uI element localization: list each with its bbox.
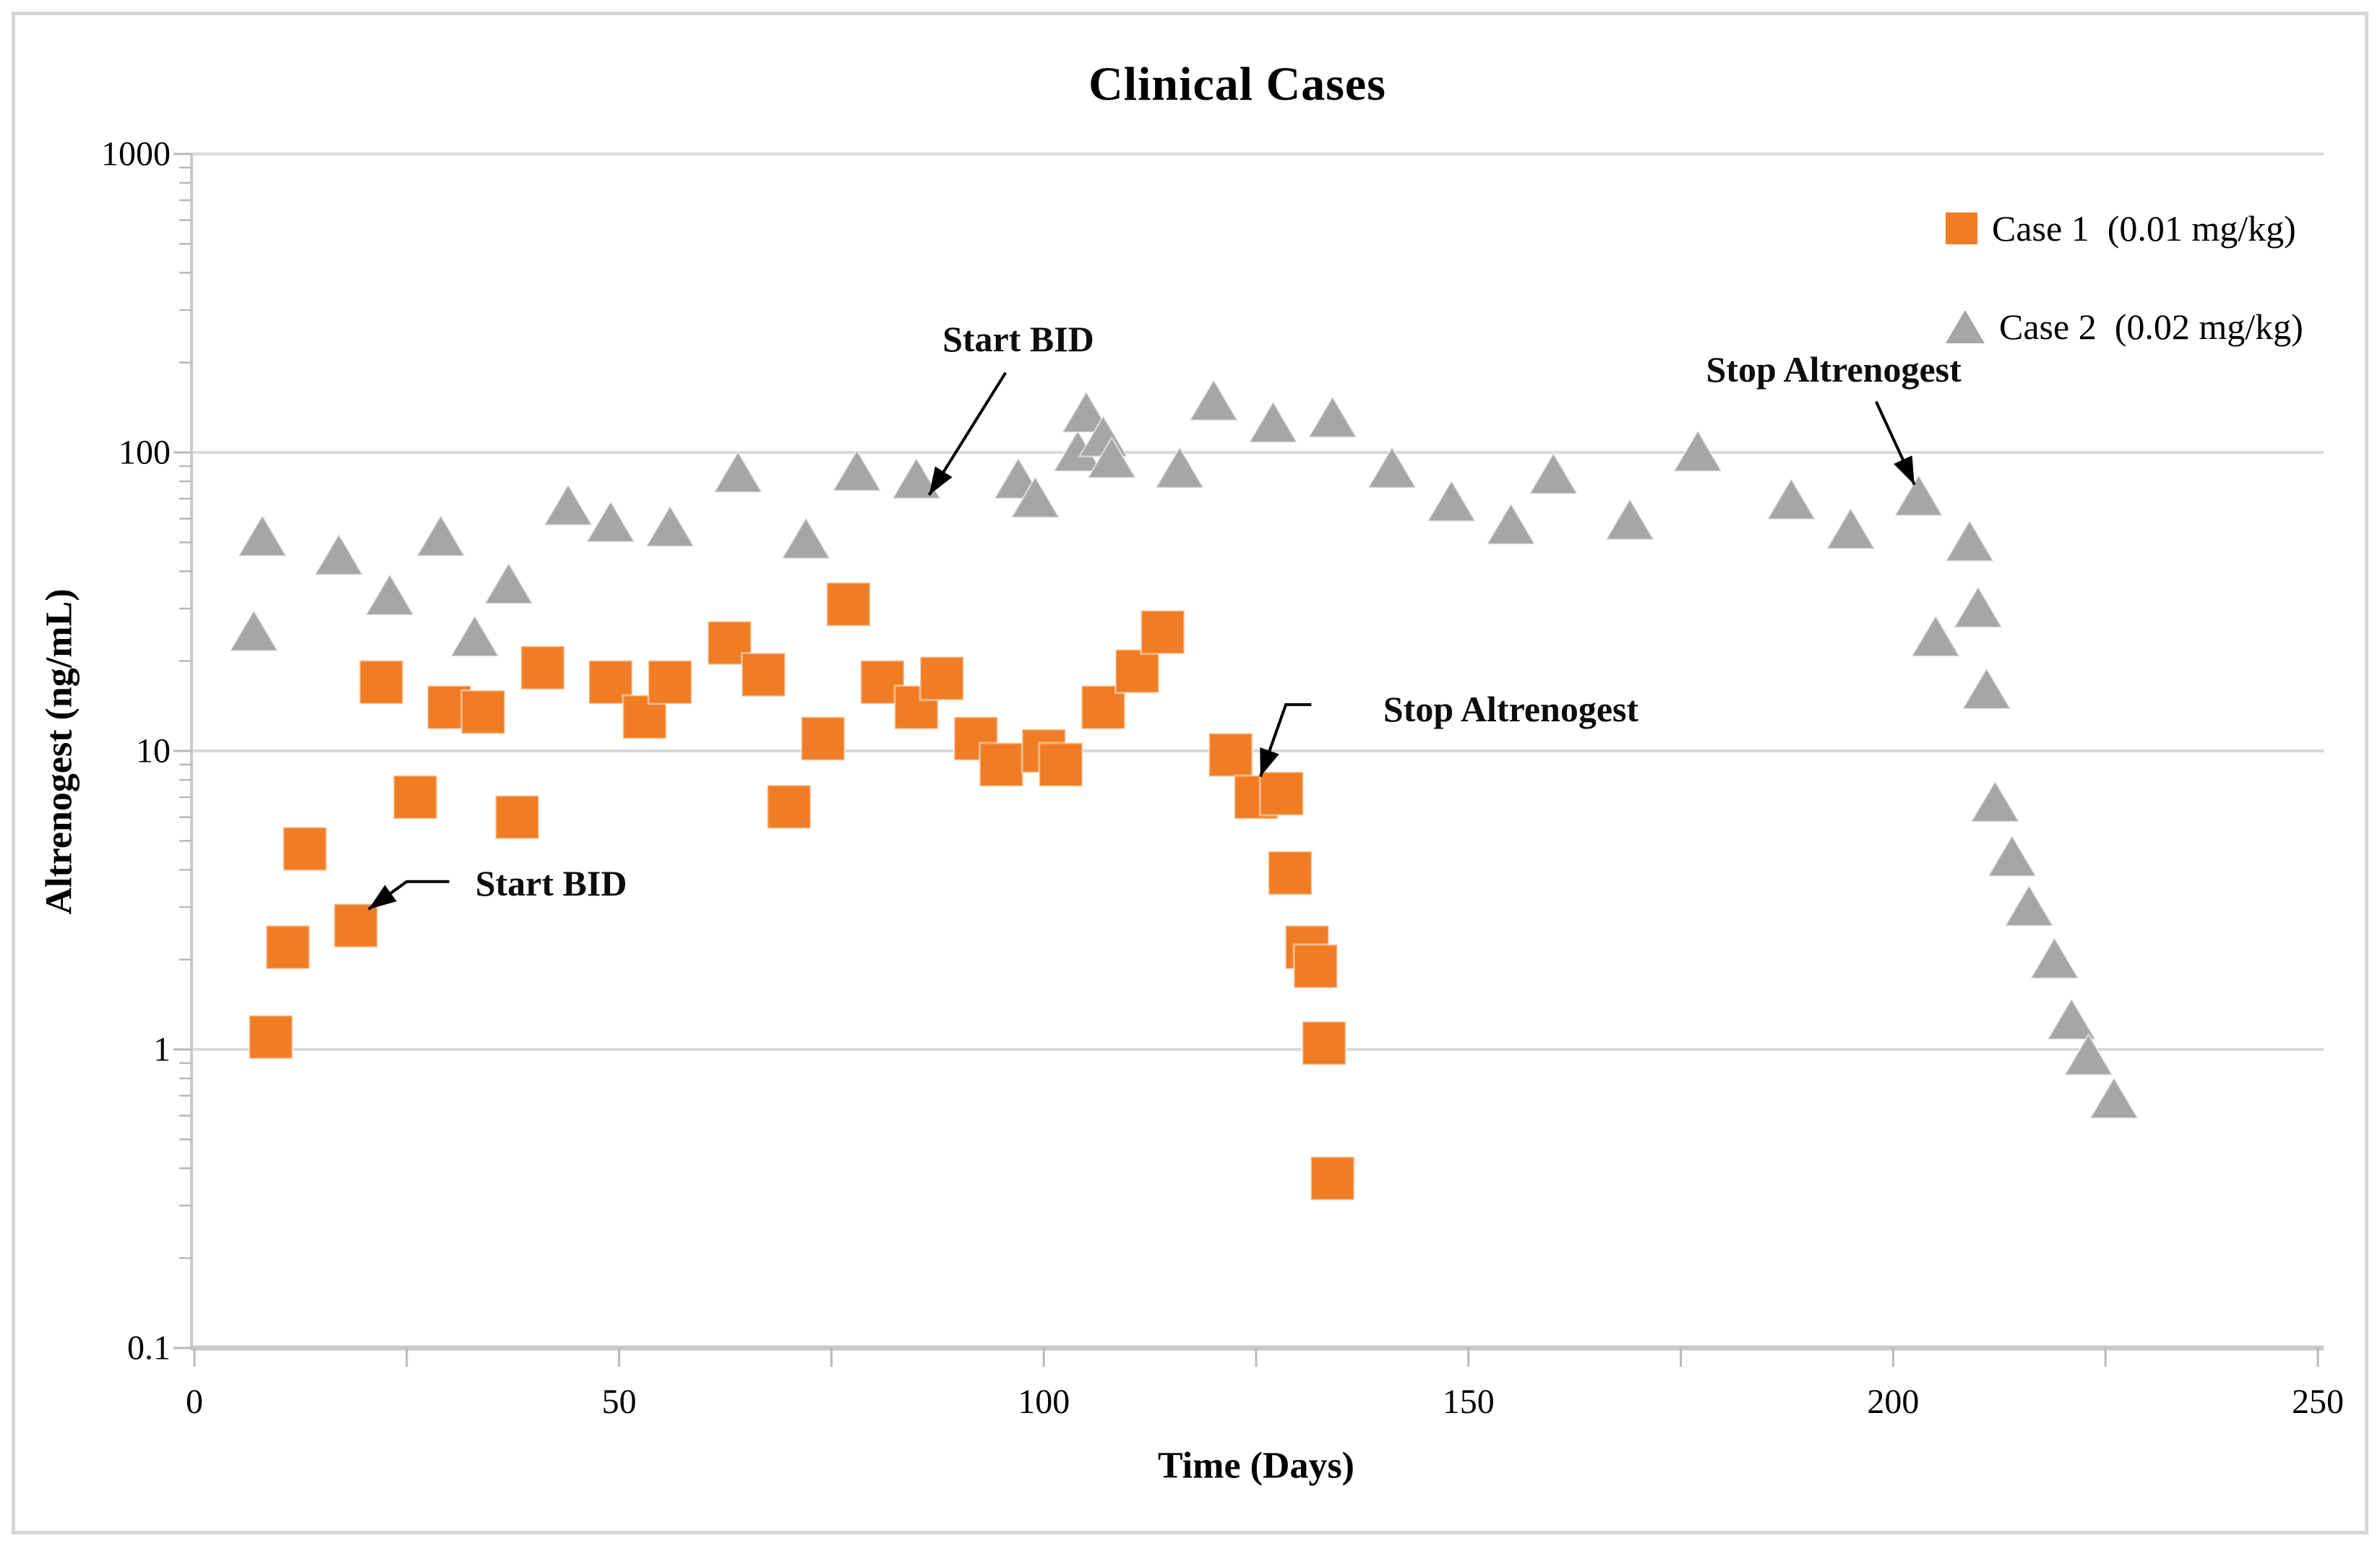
case1-point [1267,850,1313,896]
case2-point [1060,390,1112,434]
legend-label-case2: Case 2 (0.02 mg/kg) [1999,306,2303,347]
annotation-stop-altrenogest-case2: Stop Altrenogest [1706,348,1962,390]
case2-point [364,572,416,617]
legend-item-case1: Case 1 (0.01 mg/kg) [1946,207,2296,249]
case2-point [1986,833,2038,877]
x-tick-label-250: 250 [2292,1383,2344,1421]
x-tick-label-100: 100 [1018,1383,1070,1421]
case2-point [1307,395,1358,439]
case2-point [1893,473,1944,517]
case2-point [2029,936,2080,979]
x-tick-label-150: 150 [1442,1383,1495,1421]
case2-point [1010,475,1061,519]
arrowhead-icon [1894,455,1915,485]
case1-point [520,645,566,691]
case1-point [392,774,439,820]
case2-point [542,483,594,526]
case2-point [1154,445,1206,489]
y-tick-label-100: 100 [119,433,171,472]
case1-point [1301,1020,1347,1066]
case2-point [644,504,696,548]
case2-point [1961,666,2012,710]
case2-point [1188,378,1240,421]
case2-point [1909,614,1962,658]
case2-point [712,450,764,494]
case1-point [332,903,379,949]
case1-point [1080,684,1126,731]
case2-point [890,456,942,500]
case2-point [1943,518,1995,562]
case2-point [1969,779,2021,823]
case2-point [1604,497,1656,541]
case1-point [766,783,812,830]
legend-item-case2: Case 2 (0.02 mg/kg) [1946,306,2303,348]
case1-square-marker-icon [1946,212,1977,244]
case1-point [1292,943,1339,989]
case1-point [647,659,693,705]
arrowhead-icon [929,466,953,495]
chart-title: Clinical Cases [1088,58,1386,111]
case2-point [236,513,288,557]
case1-point [1140,609,1186,656]
case2-point [1672,429,1724,473]
annotation-start-bid-case2: Start BID [942,318,1094,359]
case1-point [358,659,405,705]
case2-point [585,499,637,543]
case2-point [780,516,832,560]
case2-point [2063,1032,2114,1076]
legend-label-case1: Case 1 (0.01 mg/kg) [1992,208,2296,249]
case1-point [919,656,965,702]
case2-point [1426,478,1477,523]
case1-point [282,825,328,872]
case1-point [1258,770,1305,817]
case2-point [1366,445,1418,489]
case2-point [1528,451,1579,495]
case1-point [1310,1155,1356,1201]
case2-point [313,532,364,576]
annotation-start-bid-case1: Start BID [475,863,627,904]
x-tick-label-0: 0 [186,1383,203,1421]
case2-point [1086,435,1138,479]
case2-point [228,609,280,652]
case2-point [415,513,466,557]
case2-point [1485,502,1537,546]
case2-triangle-marker-icon [1946,310,1985,343]
case2-point [831,448,882,492]
x-tick-label-200: 200 [1867,1383,1920,1421]
case1-point [825,581,872,627]
case1-point [1038,742,1084,788]
y-tick-label-1: 1 [153,1030,171,1069]
case1-point [740,652,786,698]
case2-point [483,561,535,605]
x-tick-label-50: 50 [601,1383,637,1421]
case2-point [1952,585,2004,629]
case1-point [265,924,311,971]
case1-point [1114,648,1160,695]
case1-point [978,742,1024,788]
y-tick-label-10: 10 [136,731,171,770]
case1-point [494,794,541,841]
case2-point [2088,1075,2140,1120]
case2-point [2003,883,2055,927]
case2-point [1247,400,1299,444]
case2-point [1766,477,1817,520]
y-tick-label-1000: 1000 [101,134,171,173]
y-tick-label-0.1: 0.1 [127,1328,171,1367]
arrowhead-icon [1260,747,1279,777]
x-axis-title: Time (Days) [1157,1445,1355,1487]
case2-point [449,614,501,658]
case1-point [460,689,507,735]
case1-point [800,716,846,762]
annotation-stop-altrenogest-case1: Stop Altrenogest [1383,689,1639,730]
case1-point [248,1014,294,1060]
case1-point [1208,731,1254,778]
arrowhead-icon [368,885,397,909]
y-axis-title: Altrenogest (ng/mL) [38,588,80,915]
case2-point [2046,997,2097,1041]
case2-point [1825,506,1876,550]
